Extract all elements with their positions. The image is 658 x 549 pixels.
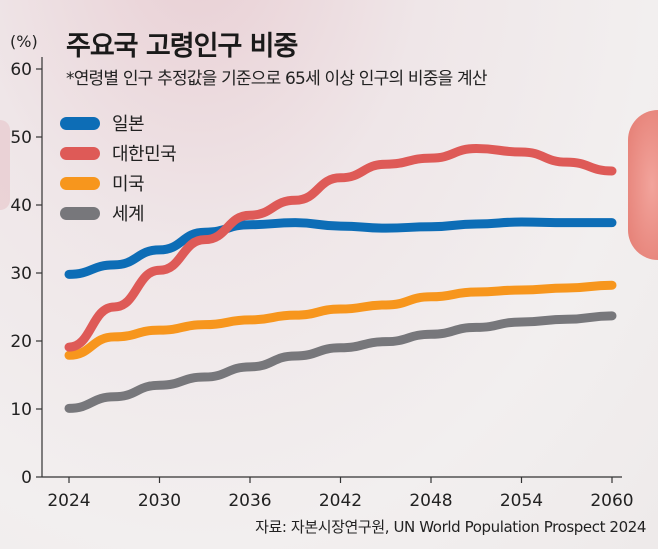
chart-subtitle: *연령별 인구 추정값을 기준으로 65세 이상 인구의 비중을 계산 [66,69,488,89]
series-line-세계 [64,311,617,413]
y-tick-label: 60 [10,60,32,80]
legend-label: 일본 [112,114,145,135]
y-tick-label: 20 [10,332,32,352]
legend-label: 세계 [112,204,145,225]
legend-swatch [60,116,100,130]
legend-label: 미국 [112,174,145,195]
y-tick-label: 10 [10,400,32,420]
legend: 일본 대한민국 미국 세계 [60,108,177,228]
series-line-일본 [64,217,617,279]
background-decoration [628,110,658,260]
series-line-미국 [64,280,617,360]
legend-item-japan: 일본 [60,108,176,138]
x-tick-label: 2048 [409,491,452,511]
y-tick-label: 40 [10,196,32,216]
x-tick-label: 2042 [319,491,362,511]
x-tick-label: 2060 [590,491,633,511]
x-tick-label: 2036 [228,491,271,511]
chart-title: 주요국 고령인구 비중 [66,31,298,62]
legend-label: 대한민국 [112,144,177,165]
legend-swatch [60,176,100,190]
y-axis-unit: (%) [10,32,38,51]
legend-swatch [60,146,100,160]
legend-item-world: 세계 [60,198,176,228]
x-tick-label: 2024 [47,491,90,511]
legend-item-usa: 미국 [60,168,176,198]
y-tick-label: 50 [10,128,32,148]
y-tick-label: 0 [21,468,32,488]
series-line-대한민국 [64,144,617,352]
legend-swatch [60,206,100,220]
background-decoration [0,120,10,210]
legend-item-korea: 대한민국 [60,138,177,168]
y-tick-label: 30 [10,264,32,284]
x-tick-label: 2054 [500,491,543,511]
x-tick-label: 2030 [138,491,181,511]
source-note: 자료: 자본시장연구원, UN World Population Prospec… [255,518,646,536]
